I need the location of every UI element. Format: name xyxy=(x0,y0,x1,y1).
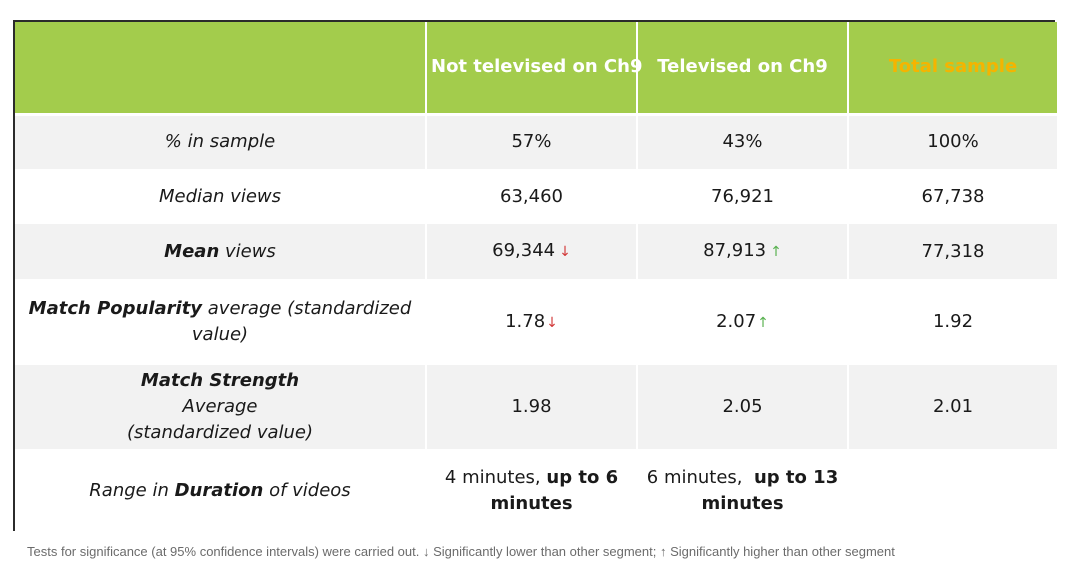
cell-total xyxy=(847,449,1057,533)
row-label: Median views xyxy=(15,169,426,224)
row-label-bold: Duration xyxy=(174,480,264,501)
cell-total: 2.01 xyxy=(847,365,1057,449)
footnote-text-2: Significantly lower than other segment; xyxy=(429,544,660,559)
row-label-rest: average (standardized value) xyxy=(191,298,412,345)
cell-total: 100% xyxy=(847,114,1057,169)
table-row: Match Strength Average (standardized value… xyxy=(15,365,1057,449)
header-televised: Televised on Ch9 xyxy=(636,22,848,116)
cell-value-plain: 6 minutes, xyxy=(646,467,754,488)
cell-not-televised: 63,460 xyxy=(425,169,637,224)
comparison-table: Not televised on Ch9 Televised on Ch9 To… xyxy=(15,22,1057,533)
cell-televised: 6 minutes, up to 13 minutes xyxy=(636,449,848,533)
cell-value: 1.78 xyxy=(505,310,546,332)
up-arrow-icon: ↑ xyxy=(757,314,769,331)
comparison-table-container: Not televised on Ch9 Televised on Ch9 To… xyxy=(13,20,1057,533)
header-total-sample: Total sample xyxy=(847,22,1057,116)
row-label: Mean views xyxy=(15,224,426,279)
row-label: % in sample xyxy=(15,114,426,169)
cell-televised: 76,921 xyxy=(636,169,848,224)
row-label-rest: views xyxy=(219,240,276,262)
table-row: Median views 63,460 76,921 67,738 xyxy=(15,169,1057,224)
cell-not-televised: 1.78↓ xyxy=(425,279,637,365)
down-arrow-icon: ↓ xyxy=(559,244,571,260)
cell-total: 77,318 xyxy=(847,224,1057,279)
up-arrow-icon: ↑ xyxy=(770,244,782,260)
cell-not-televised: 69,344 ↓ xyxy=(425,224,637,279)
table-row: Mean views 69,344 ↓ 87,913 ↑ 77,318 xyxy=(15,224,1057,279)
header-not-televised: Not televised on Ch9 xyxy=(425,22,642,116)
cell-televised: 43% xyxy=(636,114,848,169)
cell-value: 87,913 xyxy=(703,240,767,261)
row-label: Match Strength Average (standardized value… xyxy=(15,365,426,449)
header-row: Not televised on Ch9 Televised on Ch9 To… xyxy=(15,22,1057,116)
row-label-bold: Match Popularity xyxy=(28,298,203,319)
cell-value: 2.07 xyxy=(716,310,757,332)
cell-value: 69,344 xyxy=(492,240,556,261)
table-row: Match Popularity average (standardized v… xyxy=(15,279,1057,365)
footnote-text-3: Significantly higher than other segment xyxy=(666,544,895,559)
header-blank xyxy=(15,22,426,116)
cell-not-televised: 4 minutes, up to 6 minutes xyxy=(425,449,637,533)
cell-total: 67,738 xyxy=(847,169,1057,224)
up-arrow-icon: ↑ xyxy=(659,544,667,559)
row-label-bold: Match Strength xyxy=(140,370,300,391)
cell-total: 1.92 xyxy=(847,279,1057,365)
cell-televised: 2.07↑ xyxy=(636,279,848,365)
cell-televised: 87,913 ↑ xyxy=(636,224,848,279)
row-label: Range in Duration of videos xyxy=(15,449,426,533)
row-label-line2: Average xyxy=(182,396,258,417)
cell-not-televised: 57% xyxy=(425,114,637,169)
footnote-text-1: Tests for significance (at 95% confidenc… xyxy=(27,544,423,559)
row-label-bold: Mean xyxy=(164,240,220,262)
cell-televised: 2.05 xyxy=(636,365,848,449)
down-arrow-icon: ↓ xyxy=(546,314,558,331)
down-arrow-icon: ↓ xyxy=(422,544,430,559)
table-row: Range in Duration of videos 4 minutes, u… xyxy=(15,449,1057,533)
cell-value-plain: 4 minutes, xyxy=(444,467,547,488)
row-label-pre: Range in xyxy=(89,480,175,501)
cell-not-televised: 1.98 xyxy=(425,365,637,449)
cell-value-bold: up to 6 minutes xyxy=(490,467,619,514)
row-label-line3: (standardized value) xyxy=(126,422,314,443)
row-label: Match Popularity average (standardized v… xyxy=(15,279,426,365)
footnote: Tests for significance (at 95% confidenc… xyxy=(27,544,895,559)
row-label-rest: of videos xyxy=(263,480,351,501)
table-row: % in sample 57% 43% 100% xyxy=(15,114,1057,169)
cell-value-bold: up to 13 minutes xyxy=(701,467,839,514)
